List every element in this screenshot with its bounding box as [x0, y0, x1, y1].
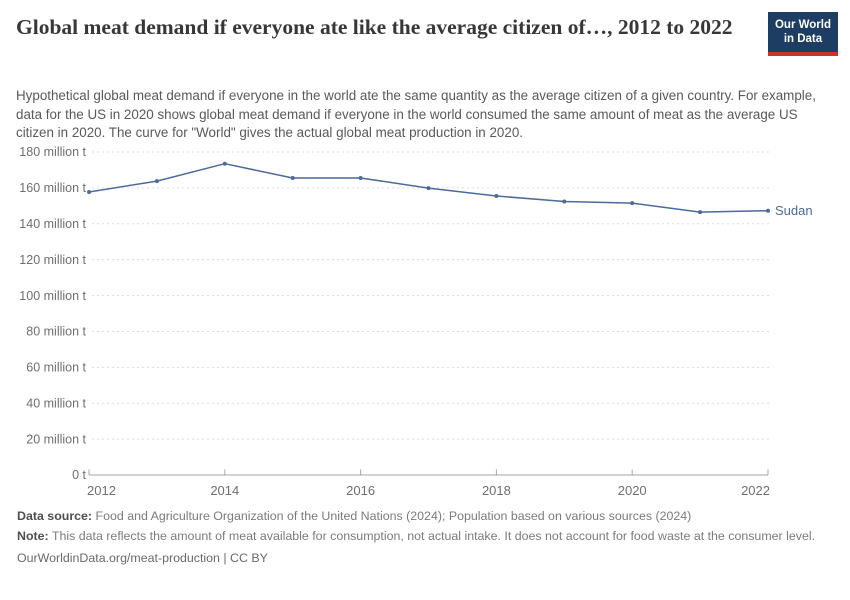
data-point-sudan-2014[interactable] [222, 161, 227, 166]
owid-logo-line1: Our World [774, 19, 831, 31]
data-source-row: Data source: Food and Agriculture Organi… [17, 508, 833, 526]
y-axis-label-160: 160 million t [19, 181, 86, 195]
data-point-sudan-2020[interactable] [630, 201, 635, 206]
data-point-sudan-2018[interactable] [494, 194, 499, 198]
origin-url[interactable]: OurWorldinData.org/meat-production | CC … [17, 551, 268, 566]
x-axis-label-2012: 2012 [87, 483, 116, 498]
chart-footer: Data source: Food and Agriculture Organi… [17, 508, 833, 568]
data-point-sudan-2013[interactable] [154, 179, 159, 184]
data-point-sudan-2017[interactable] [426, 186, 431, 191]
data-point-sudan-2016[interactable] [358, 176, 363, 180]
data-source-text: Food and Agriculture Organization of the… [92, 509, 692, 523]
y-axis-label-100: 100 million t [19, 289, 86, 303]
x-axis-label-2014: 2014 [210, 483, 239, 498]
owid-logo-line2: in Data [783, 33, 823, 46]
data-source-label: Data source: [17, 509, 93, 523]
y-axis-label-120: 120 million t [19, 253, 86, 267]
y-axis-label-20: 20 million t [26, 432, 86, 446]
series-label-sudan[interactable]: Sudan [775, 203, 813, 218]
y-axis-label-0: 0 t [72, 468, 86, 482]
note-label: Note: [17, 528, 49, 543]
data-point-sudan-2019[interactable] [562, 199, 567, 204]
data-point-sudan-2015[interactable] [290, 176, 295, 180]
y-axis-label-80: 80 million t [26, 325, 86, 339]
note-row: Note: This data reflects the amount of m… [17, 528, 833, 546]
x-axis-label-2022: 2022 [741, 483, 770, 498]
y-axis-label-40: 40 million t [26, 396, 86, 410]
x-axis-label-2020: 2020 [618, 483, 647, 498]
data-point-sudan-2021[interactable] [698, 210, 703, 215]
chart-title: Global meat demand if everyone ate like … [16, 15, 733, 39]
note-text: This data reflects the amount of meat av… [48, 528, 816, 543]
y-axis-label-180: 180 million t [19, 145, 86, 159]
data-point-sudan-2022[interactable] [766, 208, 770, 213]
x-axis-label-2016: 2016 [346, 483, 375, 498]
x-axis-label-2018: 2018 [482, 483, 511, 498]
owid-logo[interactable]: Our World in Data [767, 12, 838, 56]
data-point-sudan-2012[interactable] [87, 190, 91, 194]
chart-subtitle: Hypothetical global meat demand if every… [16, 88, 816, 140]
y-axis-label-140: 140 million t [19, 217, 86, 231]
y-axis-label-60: 60 million t [26, 361, 86, 375]
